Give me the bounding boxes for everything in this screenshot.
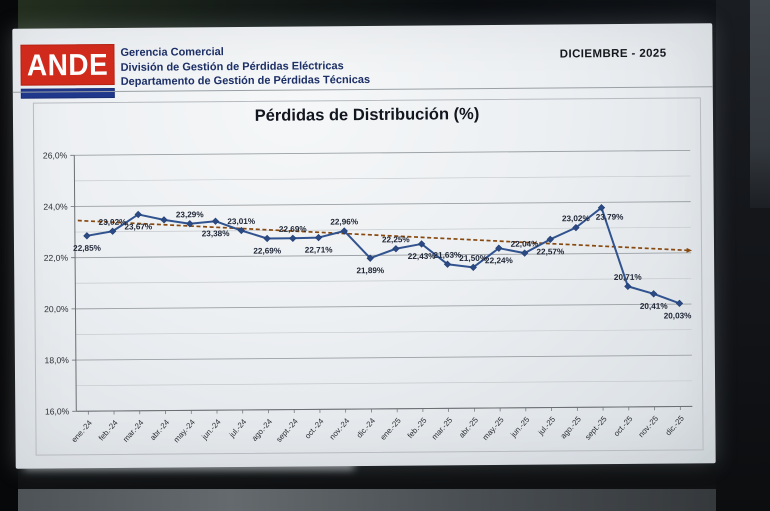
data-label: 20,41%: [640, 302, 669, 311]
data-label: 23,02%: [99, 218, 128, 227]
x-tick-label: sept.-25: [583, 414, 609, 442]
y-tick-label: 24,0%: [43, 202, 68, 212]
x-tick-label: oct.-24: [303, 416, 326, 440]
x-tick-label: mar.-25: [430, 415, 455, 441]
data-label: 22,25%: [382, 235, 411, 244]
data-point: [495, 244, 503, 252]
loss-trend-chart: 16,0%18,0%20,0%22,0%24,0%26,0%ene.-24 feb…: [43, 149, 693, 444]
x-tick-label: sept.-24: [274, 416, 300, 444]
data-label: 20,03%: [664, 311, 693, 320]
x-tick-label: oct.-25: [612, 414, 635, 438]
data-point: [546, 235, 554, 243]
y-tick-label: 16,0%: [45, 406, 70, 416]
data-point: [649, 290, 658, 298]
data-point: [572, 223, 580, 232]
data-point: [186, 220, 194, 228]
y-tick-label: 20,0%: [44, 304, 69, 314]
data-label: 23,01%: [227, 217, 256, 226]
x-tick-label: ago.-24: [250, 417, 275, 443]
x-tick-label: abr.-25: [457, 415, 480, 440]
data-point: [520, 249, 529, 257]
data-label: 21,89%: [356, 266, 385, 275]
trend-line: [77, 219, 693, 253]
data-point: [392, 245, 400, 253]
x-tick-label: feb.-24: [97, 418, 120, 443]
data-label: 21,50%: [459, 254, 488, 263]
gridlines: [74, 149, 693, 412]
data-point: [469, 263, 477, 271]
x-tick-label: dic.-24: [355, 416, 378, 440]
data-point: [597, 204, 606, 212]
data-point: [624, 282, 632, 291]
data-point-markers: [83, 204, 684, 308]
data-label: 22,71%: [305, 245, 334, 254]
x-tick-label: may.-25: [481, 415, 506, 442]
x-tick-label: jun.-24: [199, 417, 223, 442]
x-tick-label: may.-24: [172, 417, 197, 444]
x-tick-label: jul.-25: [536, 414, 558, 437]
data-label: 23,38%: [202, 229, 231, 238]
y-axis-labels: 16,0% 18,0% 20,0% 22,0% 24,0% 26,0%: [43, 150, 77, 417]
department-line-3: Departamento de Gestión de Pérdidas Técn…: [120, 73, 371, 88]
data-point: [108, 227, 117, 235]
data-point: [443, 260, 452, 268]
chart-title: Pérdidas de Distribución (%): [254, 105, 480, 125]
data-label: 23,67%: [124, 222, 153, 231]
x-tick-label: ene.-24: [70, 418, 95, 444]
data-label: 22,85%: [73, 244, 102, 253]
data-label: 22,69%: [279, 225, 308, 234]
data-label: 23,79%: [596, 213, 625, 222]
data-point: [83, 232, 91, 240]
data-label: 23,02%: [562, 214, 591, 223]
data-label: 22,96%: [330, 217, 359, 226]
data-point: [417, 240, 426, 248]
data-point: [314, 233, 323, 242]
x-tick-label: dic.-25: [664, 413, 687, 437]
x-tick-label: mar.-24: [121, 418, 146, 444]
table-ledge: [0, 489, 770, 511]
y-tick-label: 22,0%: [44, 253, 69, 263]
x-tick-label: abr.-24: [148, 417, 171, 442]
x-tick-label: nov.-24: [328, 416, 352, 441]
data-point: [289, 234, 297, 242]
ande-logo-text: ANDE: [26, 47, 109, 82]
header-department-lines: Gerencia Comercial División de Gestión d…: [120, 44, 370, 89]
projection-screen: ANDE Gerencia Comercial División de Gest…: [12, 23, 716, 469]
x-tick-label: jul.-24: [227, 417, 249, 440]
data-point: [211, 217, 220, 225]
data-point: [237, 226, 245, 235]
chart-frame: Pérdidas de Distribución (%) 16,0% 18,0% 2…: [32, 97, 704, 456]
data-label: 22,24%: [485, 256, 514, 265]
trend-arrow: [686, 247, 693, 253]
x-axis-labels: ene.-24 feb.-24 mar.-24 abr.-24 may.-24 jun.-…: [70, 406, 687, 444]
wall-panel-right: [750, 0, 770, 208]
data-labels: 22,85%23,02%23,67%23,29%23,38%23,01%22,6…: [73, 210, 693, 320]
x-tick-label: jun.-25: [508, 415, 532, 440]
data-label: 22,69%: [253, 246, 282, 255]
data-point: [160, 216, 168, 224]
data-point: [134, 210, 142, 219]
y-tick-label: 26,0%: [43, 150, 68, 160]
data-point: [340, 227, 348, 235]
data-label: 20,71%: [614, 273, 643, 282]
x-tick-label: ene.-25: [378, 416, 403, 442]
period-label: DICIEMBRE - 2025: [559, 47, 667, 61]
x-tick-label: nov.-25: [637, 414, 661, 439]
data-label: 23,29%: [176, 210, 205, 219]
data-label: 22,43%: [408, 252, 437, 261]
data-point: [675, 299, 684, 308]
ande-logo-blue-bar: [20, 87, 115, 99]
x-tick-label: feb.-25: [406, 415, 429, 440]
series-line: [85, 206, 681, 305]
ande-logo-red-box: ANDE: [20, 43, 115, 86]
data-point: [263, 234, 271, 243]
data-label: 22,04%: [511, 240, 540, 249]
axes: [73, 155, 693, 412]
data-label: 22,57%: [536, 247, 565, 256]
data-point: [366, 254, 374, 262]
data-label: 21,63%: [433, 251, 462, 260]
y-tick-label: 18,0%: [44, 355, 69, 365]
x-tick-label: ago.-25: [559, 414, 584, 440]
